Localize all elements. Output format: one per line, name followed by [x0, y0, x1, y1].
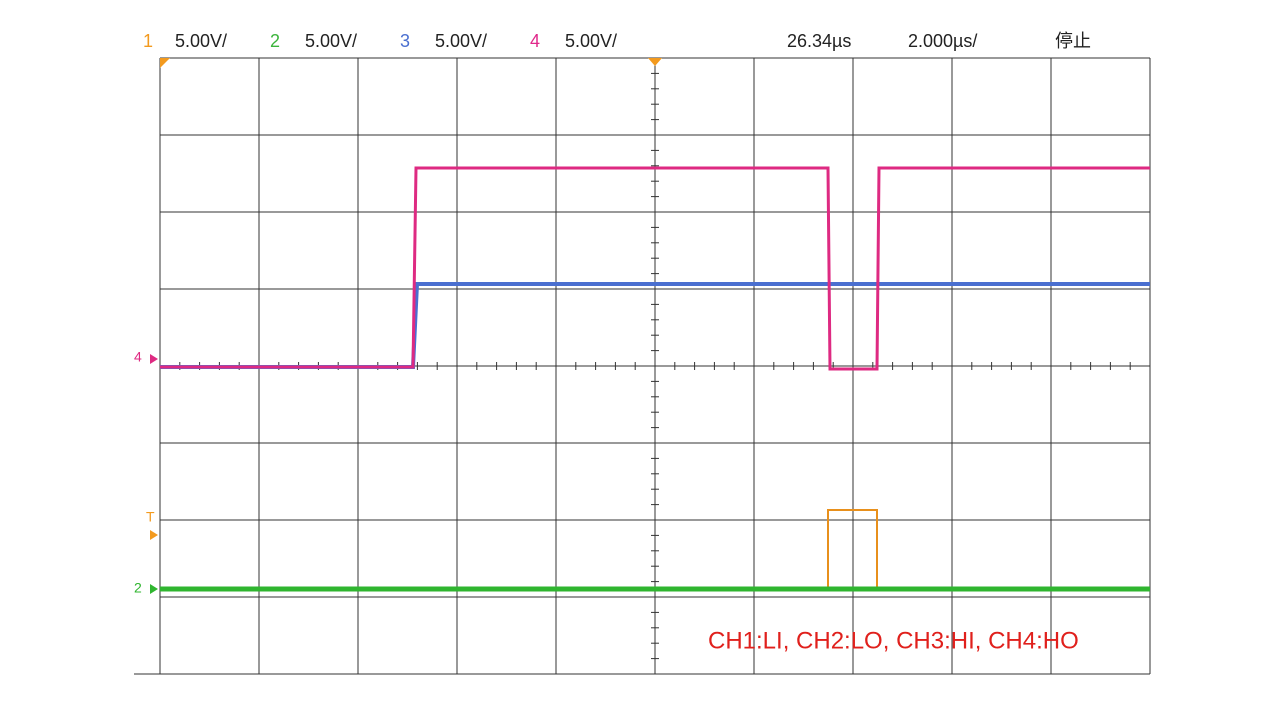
channel-number: 4	[530, 31, 540, 51]
channel-number: 3	[400, 31, 410, 51]
channel-scale: 5.00V/	[305, 31, 357, 51]
run-status: 停止	[1055, 31, 1091, 51]
annotation: CH1:LI, CH2:LO, CH3:HI, CH4:HO	[708, 627, 1079, 654]
corner-marker	[160, 58, 170, 68]
trigger-position	[648, 58, 662, 66]
trigger-marker: T	[146, 509, 155, 525]
channel-scale: 5.00V/	[565, 31, 617, 51]
channel-marker: 2	[134, 580, 142, 596]
channel-marker-arrow	[150, 584, 158, 594]
time-scale: 2.000µs/	[908, 31, 977, 51]
channel-scale: 5.00V/	[435, 31, 487, 51]
channel-scale: 5.00V/	[175, 31, 227, 51]
trigger-arrow	[150, 530, 158, 540]
graticule	[134, 57, 1151, 675]
time-position: 26.34µs	[787, 31, 851, 51]
channel-marker: 4	[134, 349, 142, 365]
channel-number: 1	[143, 31, 153, 51]
channel-number: 2	[270, 31, 280, 51]
waveform-ch4	[160, 166, 1150, 371]
channel-marker-arrow	[150, 354, 158, 364]
